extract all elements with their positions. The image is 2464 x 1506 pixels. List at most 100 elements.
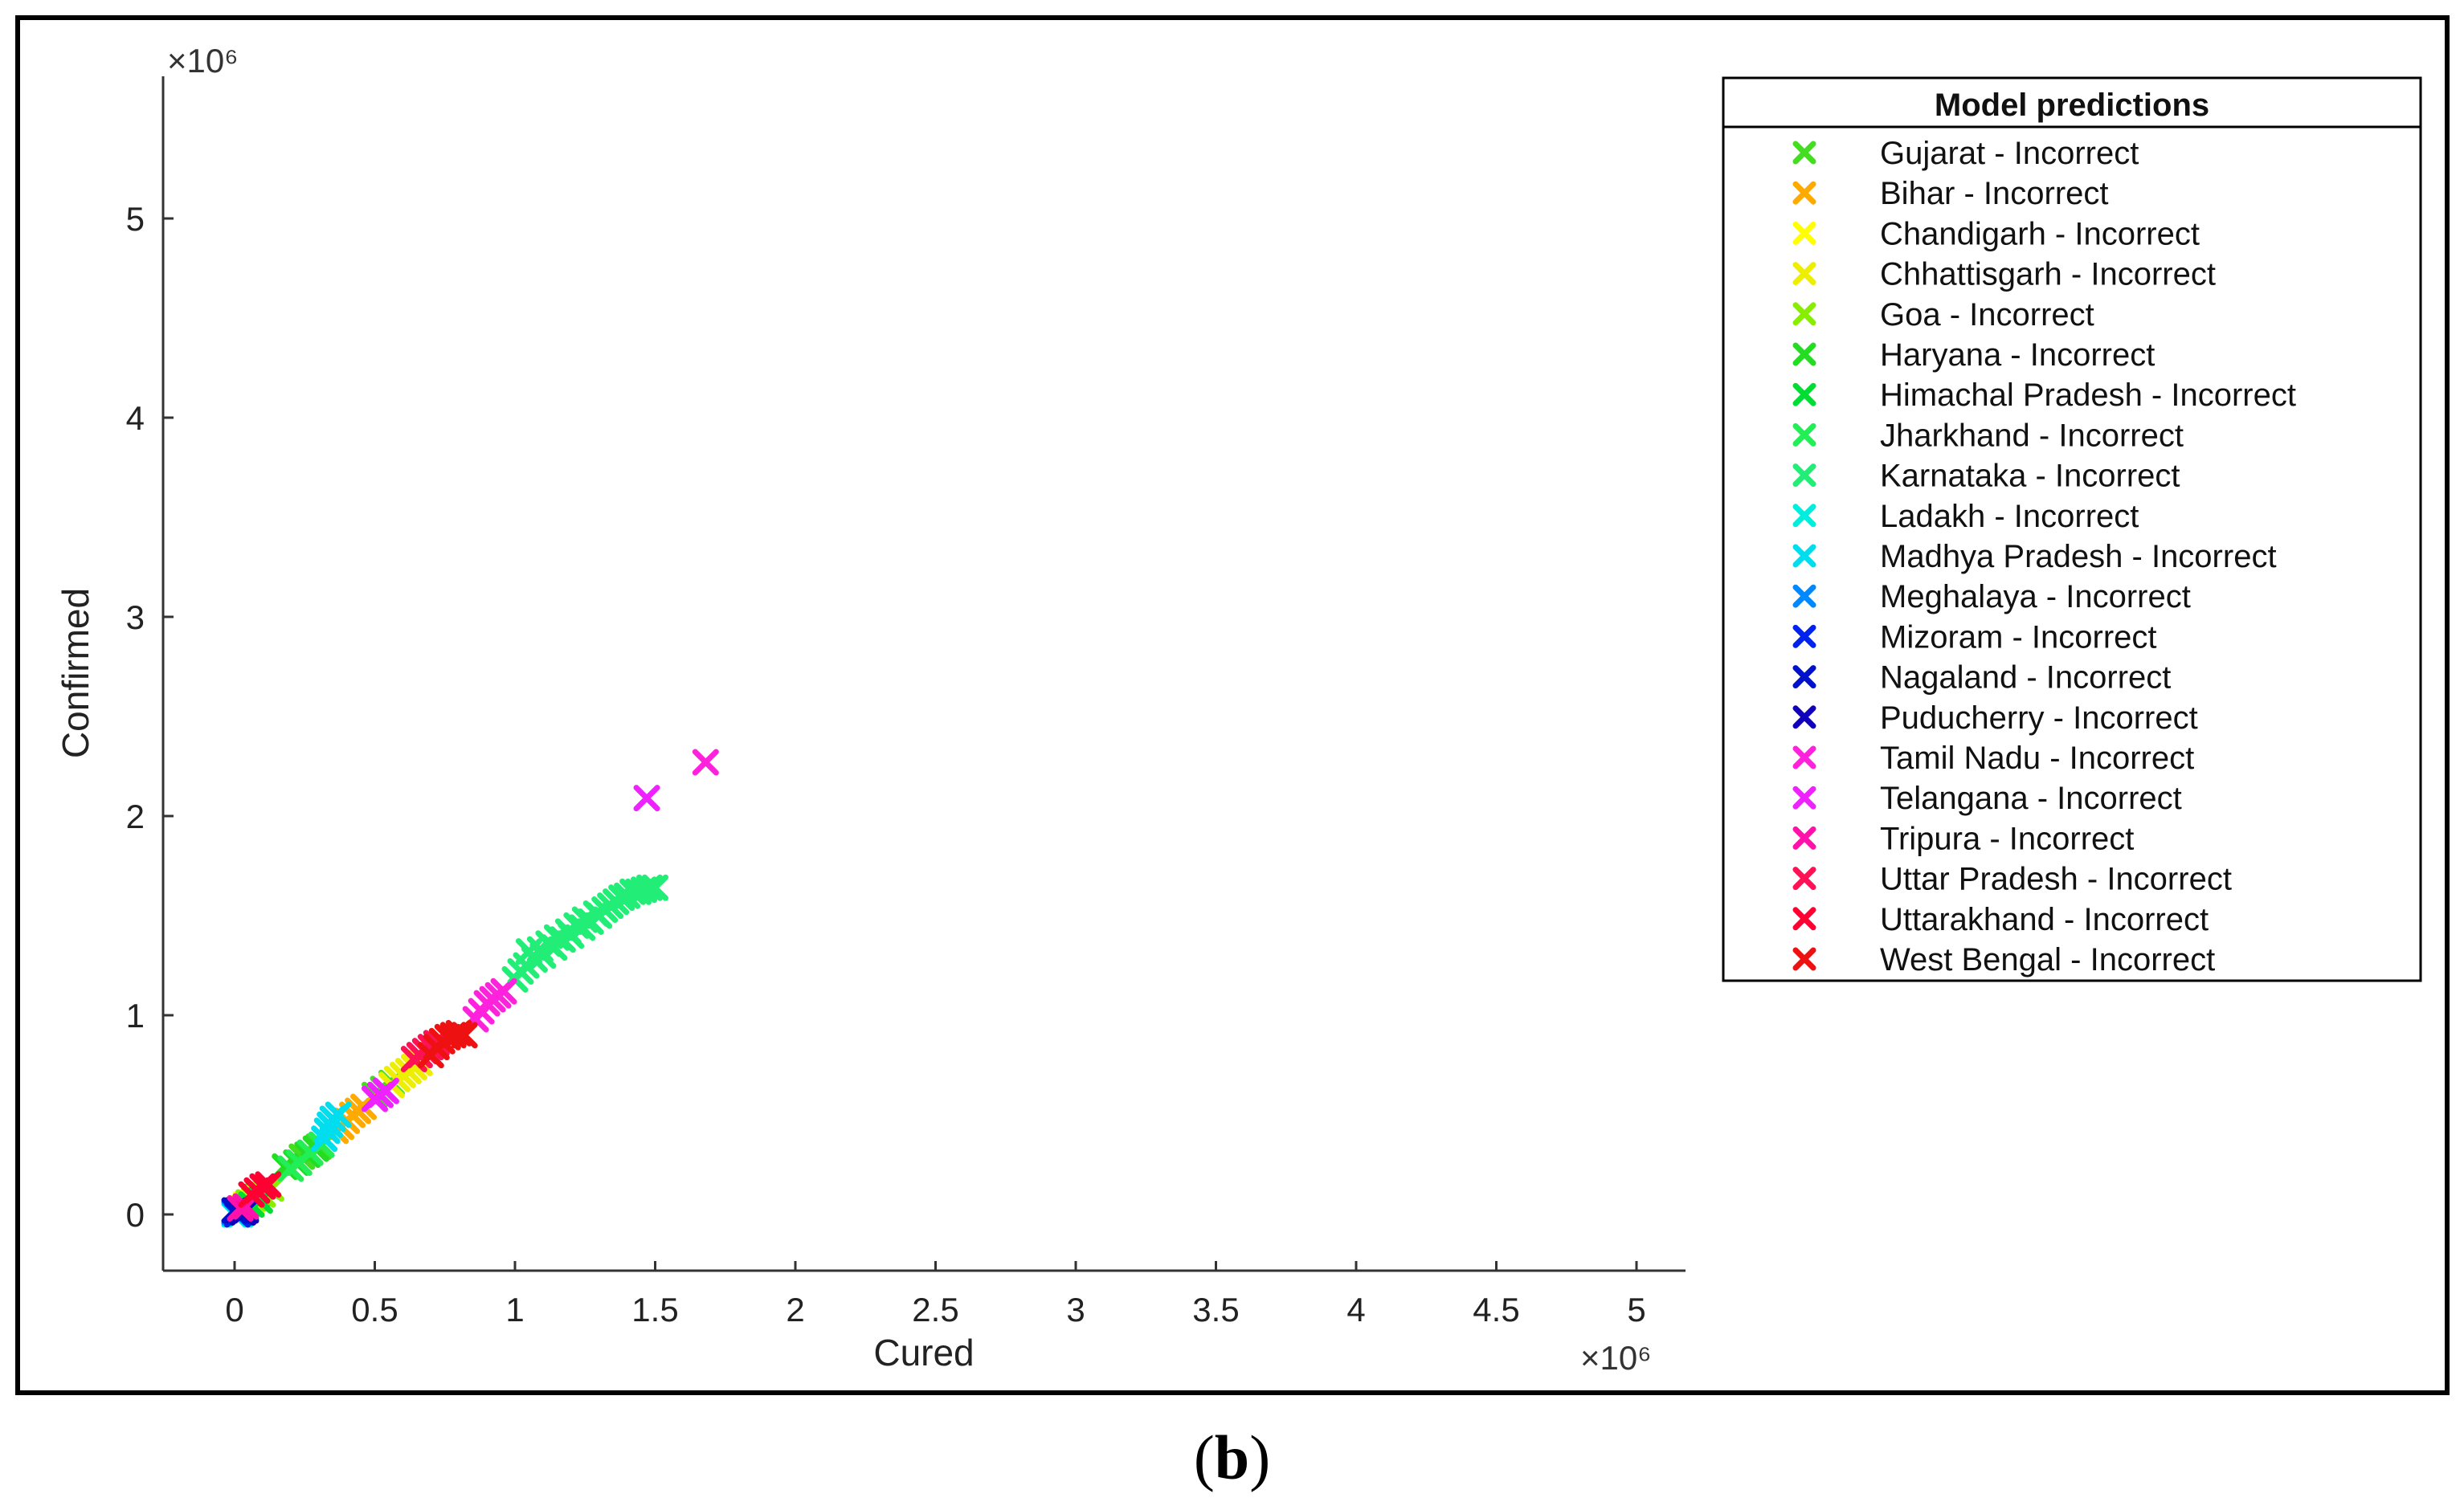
legend-label: Chandigarh - Incorrect bbox=[1880, 216, 2200, 251]
legend-label: Himachal Pradesh - Incorrect bbox=[1880, 378, 2296, 413]
legend-label: Nagaland - Incorrect bbox=[1880, 660, 2171, 696]
x-tick-label: 5 bbox=[1627, 1291, 1645, 1328]
figure-caption: (b) bbox=[0, 1422, 2464, 1494]
legend-marker bbox=[1792, 947, 1816, 971]
legend-label: West Bengal - Incorrect bbox=[1880, 942, 2215, 977]
data-point-stroke-b bbox=[372, 1077, 399, 1104]
data-point-stroke-b bbox=[325, 1101, 352, 1128]
y-axis-ticks: 0 1 2 3 4 5 bbox=[126, 200, 174, 1234]
legend-label: Puducherry - Incorrect bbox=[1880, 700, 2198, 736]
y-tick-label: 2 bbox=[126, 798, 145, 835]
x-axis-label: Cured bbox=[873, 1332, 974, 1373]
legend-label: Ladakh - Incorrect bbox=[1880, 499, 2139, 534]
legend-label: Meghalaya - Incorrect bbox=[1880, 579, 2191, 614]
x-axis-ticks: 0 0.5 1 1.5 2 2.5 3 3.5 4 4.5 5 bbox=[225, 1261, 1646, 1328]
legend-label: Tamil Nadu - Incorrect bbox=[1880, 741, 2194, 776]
legend-marker bbox=[1792, 544, 1816, 568]
legend-title: Model predictions bbox=[1935, 88, 2209, 123]
legend-marker-stroke-b bbox=[1792, 745, 1816, 769]
data-point-stroke-b bbox=[490, 977, 517, 1005]
legend-label: Tripura - Incorrect bbox=[1880, 821, 2134, 856]
data-point-stroke-b bbox=[642, 874, 668, 901]
legend-label: Gujarat - Incorrect bbox=[1880, 136, 2139, 171]
y-tick-label: 5 bbox=[126, 200, 145, 238]
data-point-stroke-b bbox=[255, 1171, 282, 1198]
legend-marker bbox=[1792, 745, 1816, 769]
x-tick-label: 0.5 bbox=[351, 1291, 398, 1328]
legend-marker bbox=[1792, 422, 1816, 447]
legend-label: Jharkhand - Incorrect bbox=[1880, 418, 2184, 453]
x-tick-label: 2.5 bbox=[912, 1291, 958, 1328]
x-tick-label: 0 bbox=[225, 1291, 243, 1328]
legend-marker-stroke-b bbox=[1792, 544, 1816, 568]
legend: Model predictions Gujarat - Incorrect Bih… bbox=[1722, 76, 2422, 982]
legend-marker-stroke-b bbox=[1792, 422, 1816, 447]
x-tick-label: 1.5 bbox=[631, 1291, 678, 1328]
legend-marker bbox=[1792, 463, 1816, 488]
legend-marker-stroke-b bbox=[1792, 907, 1816, 931]
y-tick-label: 4 bbox=[126, 399, 145, 437]
data-point-stroke-b bbox=[692, 749, 719, 776]
x-tick-label: 3.5 bbox=[1192, 1291, 1239, 1328]
legend-marker bbox=[1792, 826, 1816, 850]
legend-box bbox=[1722, 76, 2422, 982]
legend-marker-stroke-b bbox=[1792, 867, 1816, 891]
legend-marker bbox=[1792, 786, 1816, 810]
legend-label: Haryana - Incorrect bbox=[1880, 337, 2155, 373]
legend-label: Uttar Pradesh - Incorrect bbox=[1880, 862, 2232, 897]
caption-close: ) bbox=[1249, 1422, 1271, 1492]
legend-marker-stroke-b bbox=[1792, 584, 1816, 608]
data-point-stroke-b bbox=[633, 785, 660, 812]
legend-marker bbox=[1792, 504, 1816, 528]
legend-marker-stroke-b bbox=[1792, 382, 1816, 406]
legend-label: Uttarakhand - Incorrect bbox=[1880, 902, 2209, 937]
legend-marker-stroke-b bbox=[1792, 504, 1816, 528]
legend-label: Chhattisgarh - Incorrect bbox=[1880, 257, 2216, 292]
y-tick-label: 3 bbox=[126, 598, 145, 636]
legend-marker bbox=[1792, 907, 1816, 931]
y-tick-label: 1 bbox=[126, 997, 145, 1035]
x-tick-label: 2 bbox=[786, 1291, 804, 1328]
legend-marker bbox=[1792, 382, 1816, 406]
x-tick-label: 3 bbox=[1066, 1291, 1085, 1328]
legend-label: Mizoram - Incorrect bbox=[1880, 619, 2157, 655]
legend-marker bbox=[1792, 665, 1816, 689]
legend-marker-stroke-b bbox=[1792, 262, 1816, 286]
legend-marker-stroke-b bbox=[1792, 665, 1816, 689]
legend-marker-stroke-b bbox=[1792, 181, 1816, 205]
legend-marker-stroke-b bbox=[1792, 947, 1816, 971]
legend-marker-stroke-b bbox=[1792, 705, 1816, 729]
legend-marker-stroke-b bbox=[1792, 221, 1816, 245]
data-point bbox=[642, 874, 668, 901]
legend-marker bbox=[1792, 624, 1816, 648]
data-point bbox=[451, 1022, 478, 1049]
y-exponent-label: ×10⁶ bbox=[167, 42, 239, 80]
data-point bbox=[372, 1077, 399, 1104]
legend-marker-stroke-b bbox=[1792, 826, 1816, 850]
legend-marker bbox=[1792, 181, 1816, 205]
data-point bbox=[636, 874, 664, 901]
legend-label: Bihar - Incorrect bbox=[1880, 176, 2109, 211]
legend-marker bbox=[1792, 302, 1816, 326]
legend-marker-stroke-b bbox=[1792, 463, 1816, 488]
data-point bbox=[633, 785, 660, 812]
legend-marker-stroke-b bbox=[1792, 786, 1816, 810]
legend-marker bbox=[1792, 342, 1816, 366]
legend-marker bbox=[1792, 867, 1816, 891]
x-exponent-label: ×10⁶ bbox=[1580, 1339, 1652, 1377]
data-point-stroke-b bbox=[451, 1022, 478, 1049]
legend-marker bbox=[1792, 705, 1816, 729]
y-axis-label: Confirmed bbox=[55, 588, 96, 758]
legend-marker bbox=[1792, 221, 1816, 245]
x-tick-label: 4 bbox=[1346, 1291, 1365, 1328]
legend-marker bbox=[1792, 262, 1816, 286]
legend-label: Karnataka - Incorrect bbox=[1880, 459, 2180, 494]
legend-label: Madhya Pradesh - Incorrect bbox=[1880, 539, 2277, 574]
legend-marker-stroke-b bbox=[1792, 342, 1816, 366]
x-tick-label: 4.5 bbox=[1473, 1291, 1519, 1328]
caption-letter: b bbox=[1214, 1422, 1250, 1492]
legend-marker-stroke-b bbox=[1792, 302, 1816, 326]
legend-marker bbox=[1792, 584, 1816, 608]
data-point bbox=[490, 977, 517, 1005]
